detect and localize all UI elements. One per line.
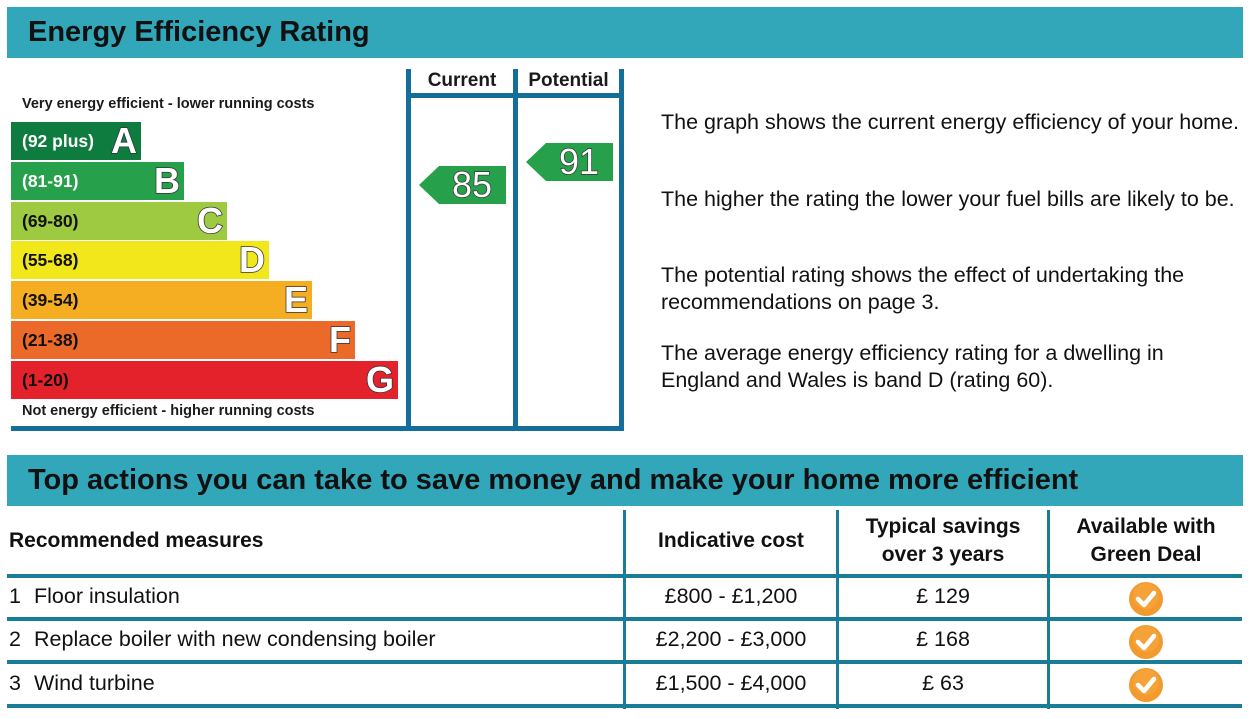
band-g-range: (1-20) (22, 370, 69, 390)
description-average: The average energy efficiency rating for… (661, 341, 1164, 392)
band-e-range: (39-54) (22, 290, 79, 310)
row-cost: £800 - £1,200 (664, 584, 798, 608)
description-graph: The graph shows the current energy effic… (661, 110, 1240, 134)
row-cost: £2,200 - £3,000 (655, 627, 807, 651)
row-savings: £ 129 (916, 584, 970, 608)
table-row-divider (7, 574, 1242, 578)
table-row-divider (7, 617, 1242, 621)
current-column-header: Current (427, 70, 497, 91)
band-c-letter: C (196, 200, 224, 242)
table-row-divider (7, 660, 1242, 664)
potential-right-border (619, 69, 624, 431)
arrow-shape-icon (419, 166, 506, 204)
not-efficient-note: Not energy efficient - higher running co… (22, 403, 315, 419)
band-a: (92 plus) A (11, 120, 141, 162)
row-number: 3 (9, 671, 21, 695)
band-a-range: (92 plus) (22, 131, 94, 151)
row-savings: £ 63 (922, 671, 964, 695)
description-potential: The potential rating shows the effect of… (661, 263, 1185, 314)
energy-rating-title: Energy Efficiency Rating (28, 16, 370, 48)
band-b: (81-91) B (11, 160, 184, 202)
band-e: (39-54) E (11, 279, 312, 321)
current-rating-value: 85 (451, 164, 492, 205)
band-a-letter: A (110, 120, 138, 162)
band-f: (21-38) F (11, 319, 355, 361)
potential-rating-arrow: 91 (526, 141, 613, 182)
current-left-border (406, 69, 411, 431)
band-f-letter: F (328, 319, 352, 361)
check-icon (1129, 668, 1163, 702)
header-green-deal: Available with Green Deal (1050, 513, 1242, 569)
table-row-divider (7, 704, 1242, 708)
chart-bottom-border (11, 426, 624, 431)
top-actions-title: Top actions you can take to save money a… (28, 464, 1079, 496)
band-d-range: (55-68) (22, 250, 79, 270)
check-icon (1129, 625, 1163, 659)
table-col-divider (1047, 510, 1050, 709)
energy-rating-header: Energy Efficiency Rating (7, 7, 1243, 58)
header-recommended-measures: Recommended measures (9, 529, 264, 552)
header-indicative-cost: Indicative cost (658, 529, 804, 552)
potential-rating-value: 91 (558, 141, 599, 182)
header-typical-savings: Typical savings over 3 years (839, 513, 1047, 569)
header-green-deal-line1: Available with (1076, 515, 1216, 538)
table-col-divider (623, 510, 626, 709)
band-b-letter: B (153, 160, 181, 202)
column-divider (513, 69, 518, 431)
band-d-letter: D (238, 239, 266, 281)
row-measure: Wind turbine (34, 671, 155, 695)
current-rating-arrow: 85 (419, 164, 506, 205)
band-c: (69-80) C (11, 200, 227, 242)
band-f-range: (21-38) (22, 330, 79, 350)
band-c-range: (69-80) (22, 211, 79, 231)
band-b-range: (81-91) (22, 171, 79, 191)
header-typical-savings-line2: over 3 years (881, 543, 1005, 566)
header-green-deal-line2: Green Deal (1090, 543, 1202, 566)
column-header-divider (406, 93, 624, 98)
row-savings: £ 168 (916, 627, 970, 651)
band-e-letter: E (283, 279, 309, 321)
row-number: 2 (9, 627, 21, 651)
row-cost: £1,500 - £4,000 (655, 671, 807, 695)
row-measure: Floor insulation (34, 584, 180, 608)
check-icon (1129, 582, 1163, 616)
band-g-letter: G (365, 359, 395, 401)
row-number: 1 (9, 584, 21, 608)
row-measure: Replace boiler with new condensing boile… (34, 627, 436, 651)
top-actions-header: Top actions you can take to save money a… (7, 455, 1243, 506)
arrow-shape-icon (526, 143, 613, 181)
potential-column-header: Potential (528, 70, 609, 91)
table-col-divider (836, 510, 839, 709)
very-efficient-note: Very energy efficient - lower running co… (22, 96, 315, 112)
description-higher-rating: The higher the rating the lower your fue… (661, 187, 1235, 211)
header-typical-savings-line1: Typical savings (865, 515, 1021, 538)
band-g: (1-20) G (11, 359, 398, 401)
band-d: (55-68) D (11, 239, 269, 281)
